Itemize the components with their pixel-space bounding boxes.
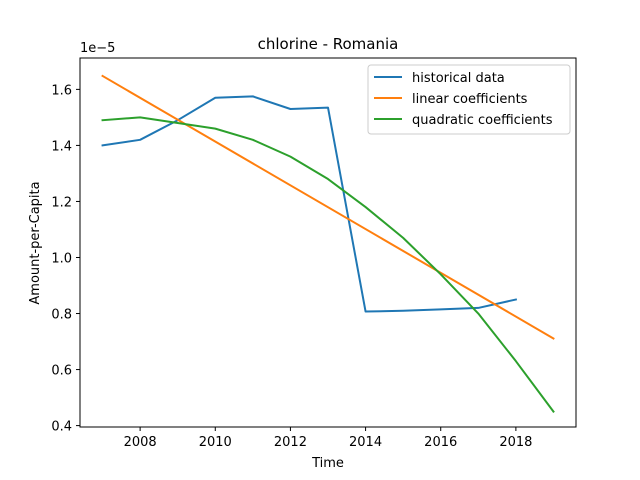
chart-title: chlorine - Romania [258, 35, 399, 53]
y-tick-label: 0.8 [51, 308, 72, 323]
x-tick-label: 2016 [424, 435, 457, 450]
series-line-1 [101, 95, 518, 313]
y-axis-label: Amount-per-Capita [28, 181, 43, 304]
y-tick-label: 0.4 [51, 420, 72, 435]
legend-label: historical data [412, 71, 505, 86]
x-axis-label: Time [311, 456, 344, 471]
y-tick-label: 1.6 [51, 83, 72, 98]
x-tick-label: 2018 [499, 435, 532, 450]
x-tick-label: 2010 [199, 435, 232, 450]
x-axis: 2008 2010 2012 2014 2016 2018 [124, 427, 532, 450]
series-line-3 [101, 116, 555, 413]
axes-frame [79, 57, 577, 428]
x-tick-label: 2008 [124, 435, 157, 450]
y-tick-label: 1.4 [51, 139, 72, 154]
y-axis-offset-label: 1e−5 [80, 41, 115, 56]
x-tick-label: 2014 [349, 435, 382, 450]
y-tick-label: 1.2 [51, 195, 72, 210]
legend-label: quadratic coefficients [412, 113, 553, 128]
x-tick-label: 2012 [274, 435, 307, 450]
y-axis: 0.4 0.6 0.8 1.0 1.2 1.4 1.6 [51, 83, 80, 435]
y-tick-label: 0.6 [51, 364, 72, 379]
legend: historical data linear coefficients quadra… [367, 64, 571, 135]
plot-area [101, 74, 555, 413]
y-tick-label: 1.0 [51, 251, 72, 266]
series-line-2 [101, 74, 555, 340]
legend-label: linear coefficients [412, 92, 528, 107]
legend-box [367, 64, 571, 135]
axes-border [79, 57, 577, 428]
